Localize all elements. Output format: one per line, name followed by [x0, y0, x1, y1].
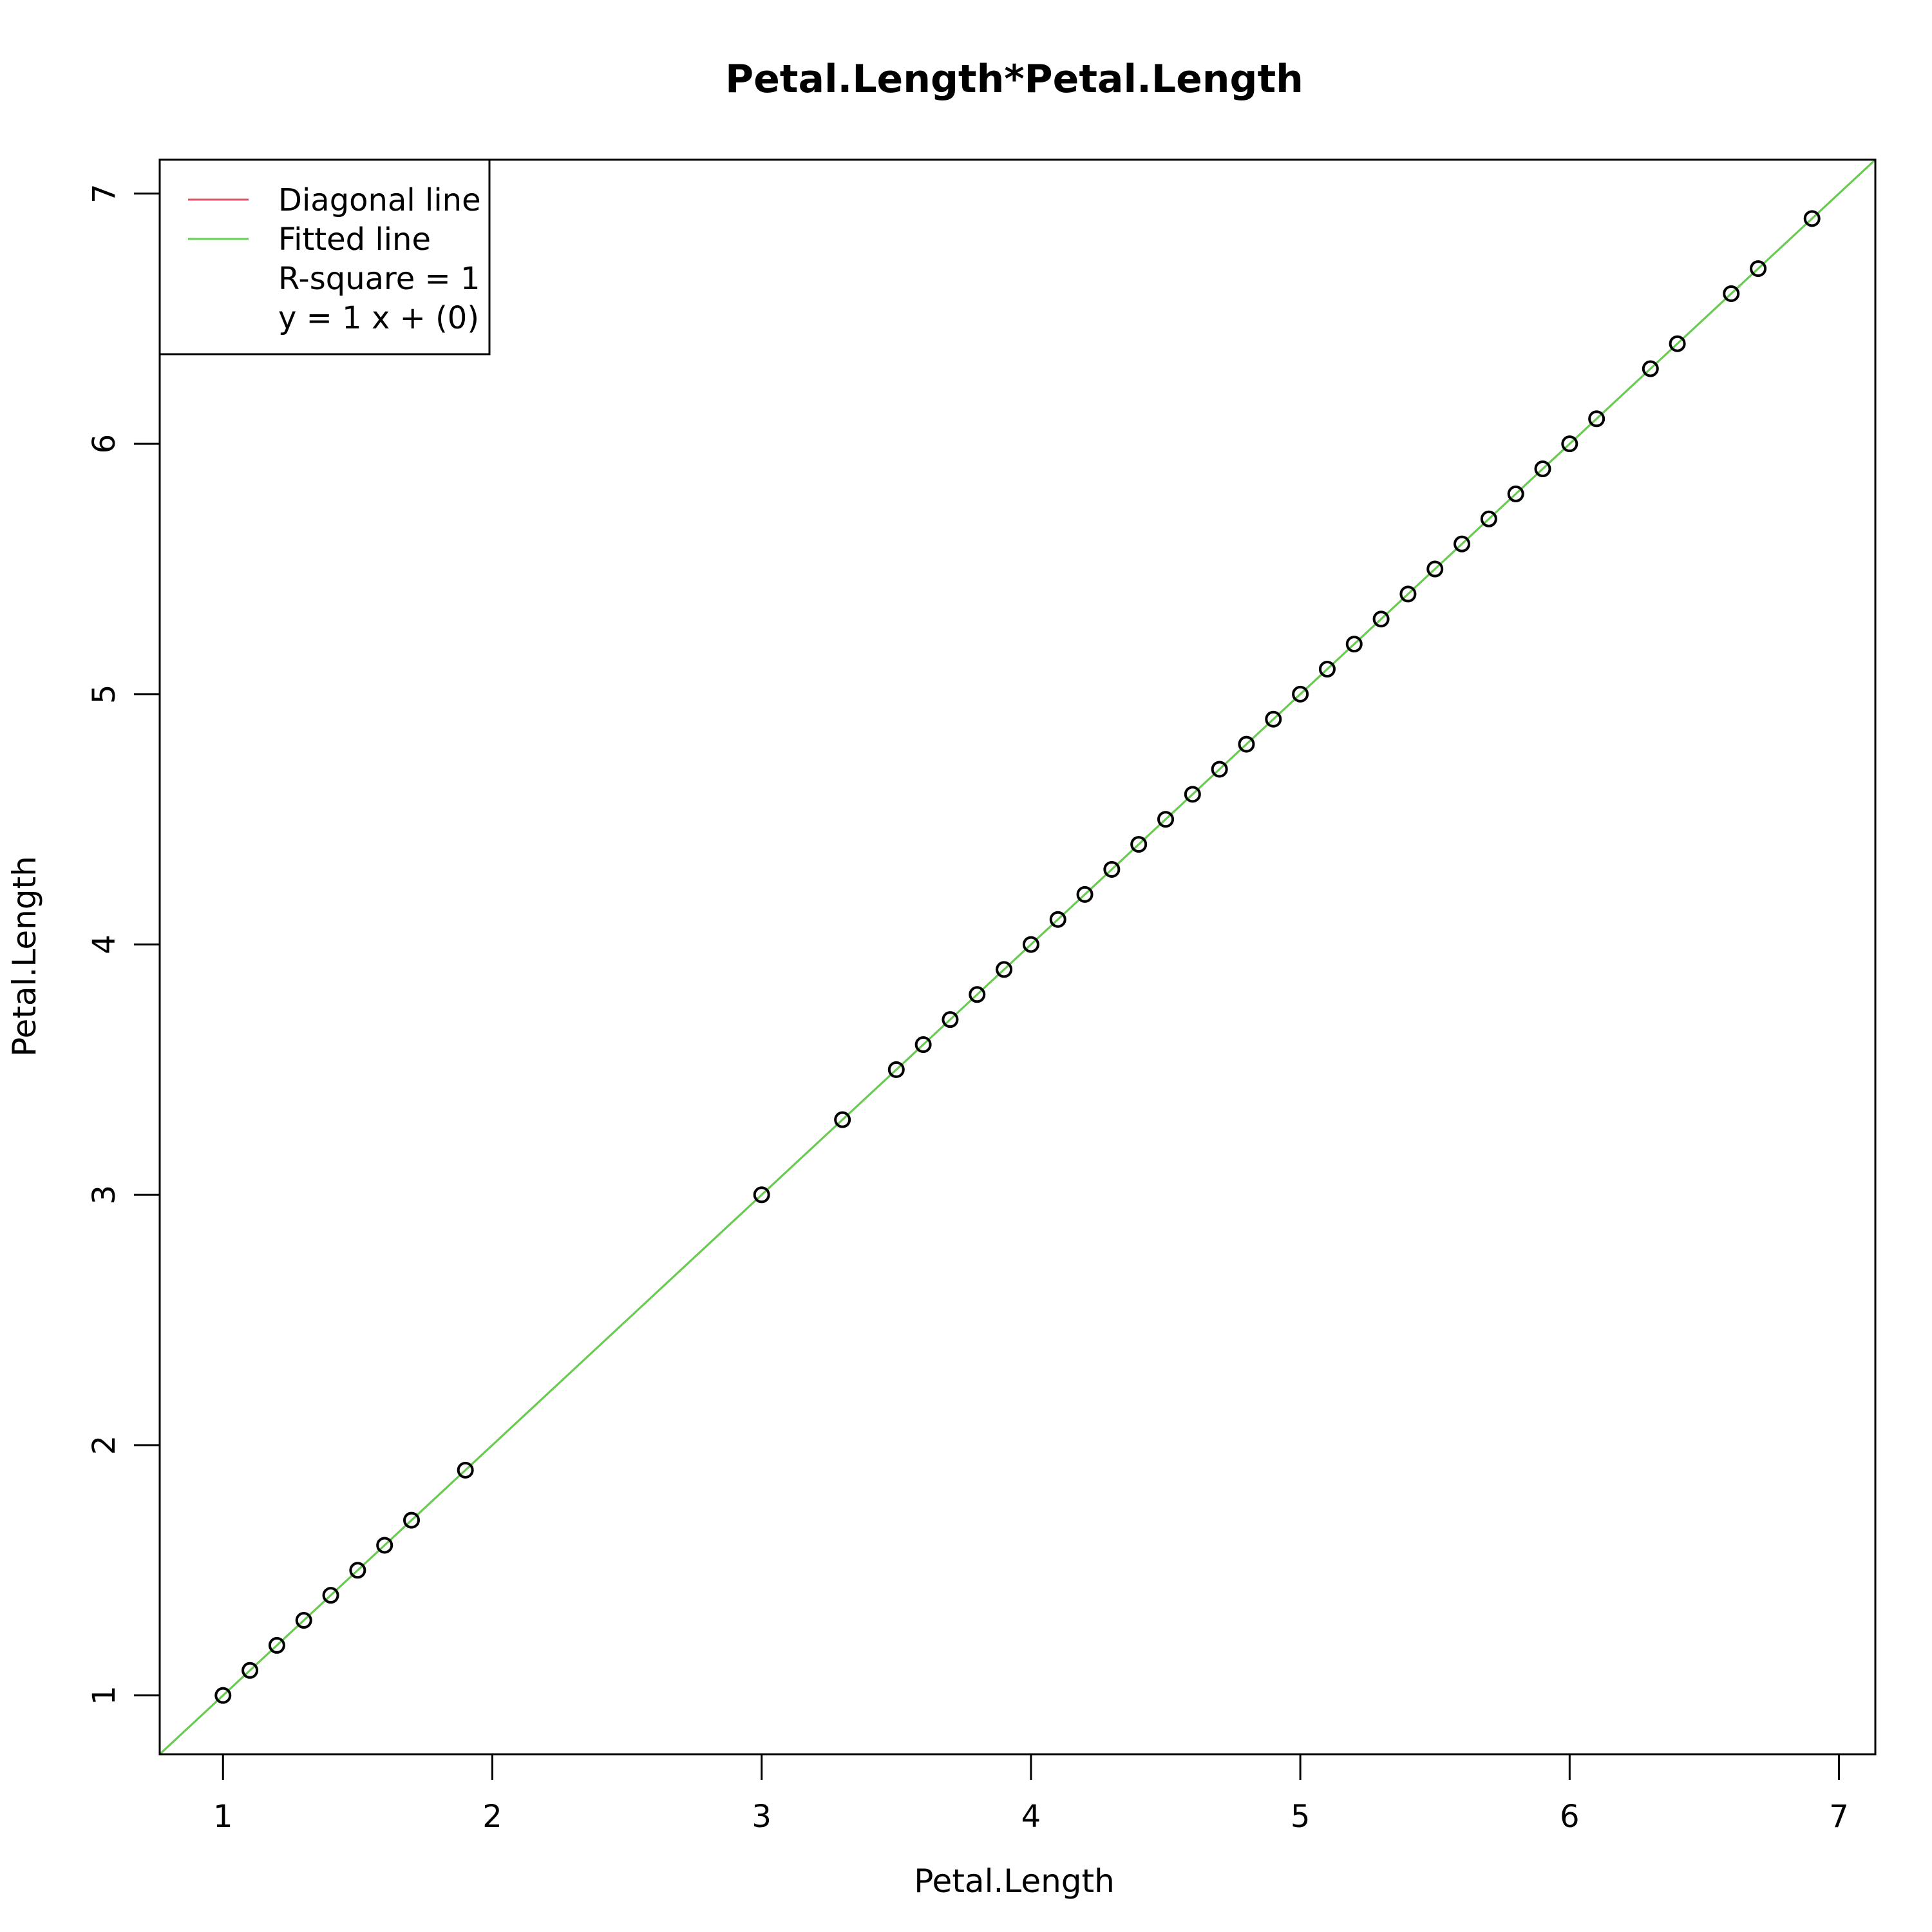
chart-title: Petal.Length*Petal.Length [725, 57, 1303, 102]
data-point [268, 1636, 285, 1654]
data-point [1399, 585, 1417, 603]
data-point [1588, 410, 1605, 428]
y-tick-label: 5 [86, 685, 122, 705]
x-tick-label: 2 [482, 1799, 502, 1835]
data-point [1507, 485, 1524, 502]
data-point [1372, 611, 1390, 628]
data-point [1049, 911, 1066, 928]
data-point [1561, 435, 1578, 453]
legend-box [158, 158, 491, 355]
data-point [1480, 510, 1497, 527]
y-axis: 1 2 3 4 5 6 7 [86, 184, 161, 1705]
data-point [214, 1687, 232, 1704]
data-point [1454, 535, 1471, 553]
legend-entry: Diagonal line [278, 182, 481, 218]
data-point [887, 1061, 905, 1078]
x-axis: 1 2 3 4 5 6 7 [213, 1753, 1849, 1835]
data-point [295, 1612, 312, 1629]
x-tick-label: 4 [1021, 1799, 1041, 1835]
y-tick-label: 2 [86, 1435, 122, 1455]
data-point [1723, 285, 1740, 302]
x-axis-label: Petal.Length [914, 1862, 1115, 1900]
y-tick-label: 7 [86, 184, 122, 204]
y-axis-label: Petal.Length [6, 856, 43, 1057]
data-point [1642, 360, 1659, 377]
x-tick-label: 1 [213, 1799, 233, 1835]
data-point [376, 1537, 393, 1554]
data-point [322, 1587, 339, 1604]
data-point [1426, 560, 1444, 578]
data-point [403, 1511, 421, 1529]
data-point [834, 1111, 851, 1128]
x-tick-label: 5 [1291, 1799, 1311, 1835]
y-tick-label: 1 [86, 1685, 122, 1705]
data-point [1318, 660, 1336, 677]
x-tick-label: 6 [1560, 1799, 1580, 1835]
data-point [1211, 761, 1228, 778]
data-point [1022, 936, 1039, 953]
data-point [942, 1011, 959, 1028]
data-point [1103, 860, 1121, 878]
data-point [1534, 460, 1551, 478]
legend-entry: R-square = 1 [278, 261, 480, 297]
data-point [753, 1186, 770, 1204]
data-point [242, 1662, 259, 1679]
data-point [1750, 260, 1767, 278]
data-point [1345, 636, 1363, 653]
data-point [969, 986, 986, 1003]
legend-entry: Fitted line [278, 222, 431, 258]
data-point [996, 961, 1013, 978]
data-point [349, 1562, 366, 1579]
data-point [1184, 786, 1201, 803]
data-points [214, 210, 1821, 1704]
data-point [1157, 811, 1175, 828]
x-tick-label: 3 [752, 1799, 772, 1835]
data-point [1265, 710, 1282, 728]
data-point [1238, 735, 1255, 753]
data-point [914, 1036, 932, 1054]
y-tick-label: 3 [86, 1185, 122, 1205]
y-tick-label: 6 [86, 434, 122, 454]
data-point [1803, 210, 1821, 227]
data-point [457, 1461, 474, 1479]
data-point [1292, 685, 1309, 703]
data-point [1669, 335, 1686, 352]
fitted-line [160, 160, 1875, 1754]
y-tick-label: 4 [86, 934, 122, 954]
data-point [1076, 886, 1094, 903]
data-point [1130, 836, 1148, 853]
legend-entry: y = 1 x + (0) [278, 300, 479, 336]
x-tick-label: 7 [1829, 1799, 1849, 1835]
reference-lines [160, 160, 1875, 1754]
